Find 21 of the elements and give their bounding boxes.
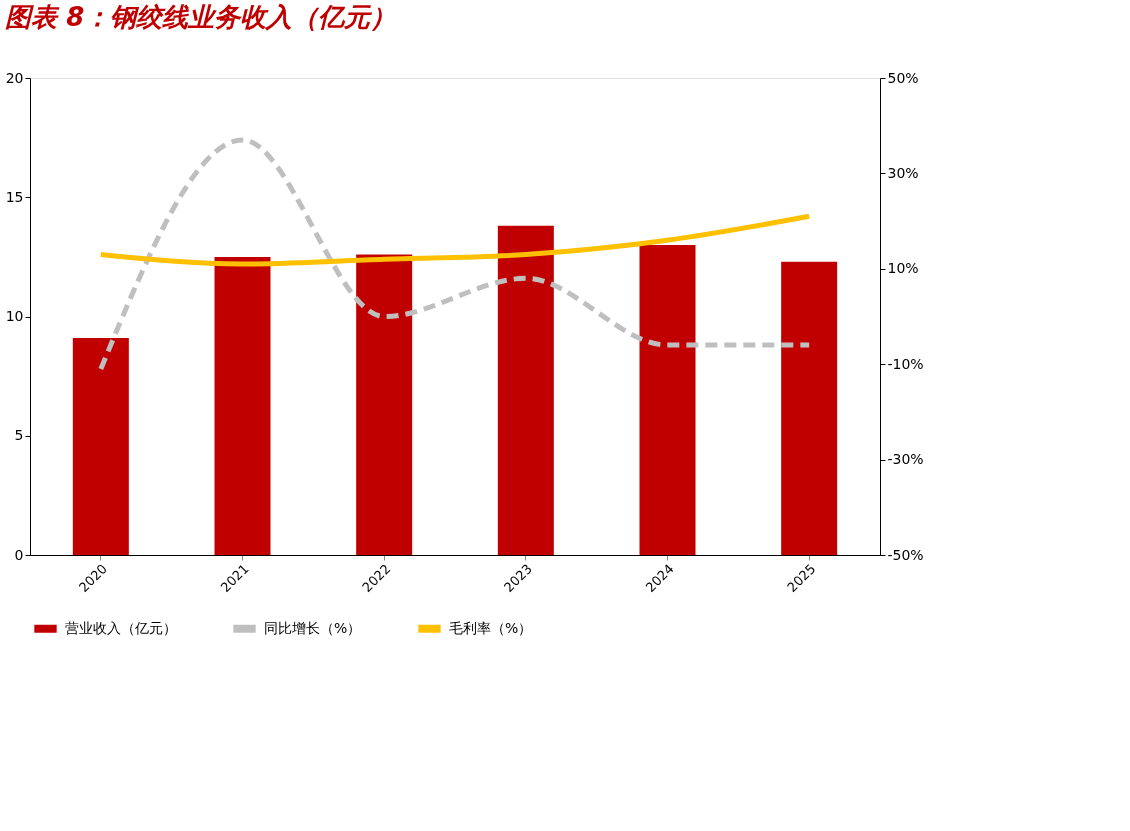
y2-tick-label: 50% [887, 69, 919, 86]
bar [639, 244, 696, 555]
y2-tick-label: -30% [887, 451, 924, 468]
y2-tick-label: -50% [887, 546, 924, 563]
y2-tick-label: 30% [887, 164, 919, 181]
legend-label: 同比增长（%） [264, 619, 362, 636]
y-tick-label: 5 [14, 427, 24, 444]
legend-label: 毛利率（%） [449, 619, 533, 636]
chart-title: 图表 8：钢绞线业务收入（亿元） [5, 2, 397, 32]
y-tick-label: 0 [14, 546, 24, 563]
legend-label: 营业收入（亿元） [65, 619, 177, 636]
bar [497, 225, 554, 555]
bar [72, 337, 129, 555]
bar [781, 261, 838, 555]
y-tick-label: 20 [5, 69, 24, 86]
y-tick-label: 15 [5, 188, 24, 205]
bar [356, 254, 413, 555]
y-tick-label: 10 [5, 308, 24, 324]
y2-tick-label: 10% [887, 260, 919, 277]
bar [214, 256, 271, 555]
y2-tick-label: -10% [887, 355, 924, 372]
